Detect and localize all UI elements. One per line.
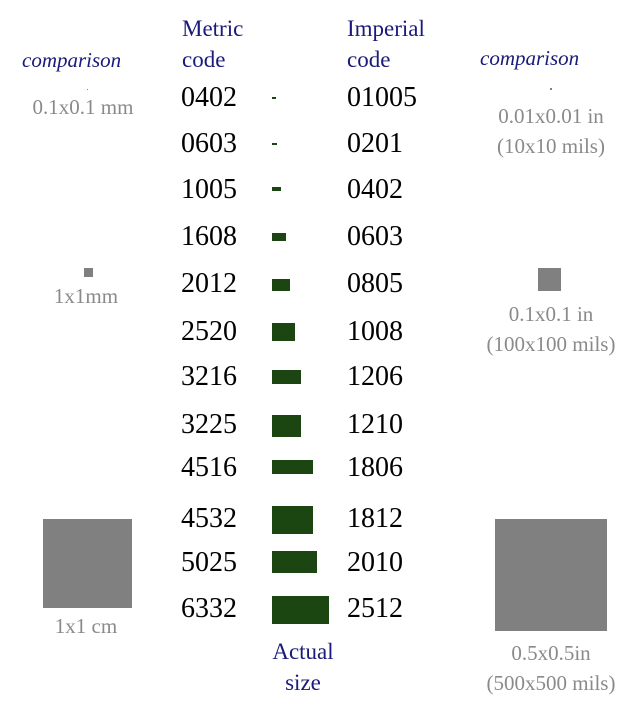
metric-code: 0603 xyxy=(181,128,237,159)
actual-size-line1: Actual xyxy=(272,639,334,664)
actual-size-bar xyxy=(272,595,329,625)
comparison-label-1cm: 1x1 cm xyxy=(0,614,172,639)
imperial-code-header: Imperial code xyxy=(347,13,425,75)
comparison-label-line: 0.5x0.5in xyxy=(511,641,591,665)
metric-code: 6332 xyxy=(181,593,237,624)
comparison-label-line: (100x100 mils) xyxy=(486,332,616,356)
comparison-label-line: (10x10 mils) xyxy=(497,134,605,158)
imperial-code: 0603 xyxy=(347,221,403,252)
comparison-label-0-1mm: 0.1x0.1 mm xyxy=(0,95,166,120)
actual-size-bar xyxy=(272,233,287,241)
comparison-label-0-1in: 0.1x0.1 in (100x100 mils) xyxy=(466,299,636,359)
imperial-header-line2: code xyxy=(347,47,391,72)
metric-code: 4532 xyxy=(181,503,237,534)
metric-code: 4516 xyxy=(181,452,237,483)
comparison-label-0-01in: 0.01x0.01 in (10x10 mils) xyxy=(466,101,636,161)
metric-code: 5025 xyxy=(181,547,237,578)
imperial-code: 0201 xyxy=(347,128,403,159)
imperial-code: 0402 xyxy=(347,174,403,205)
comparison-label-1mm: 1x1mm xyxy=(0,284,172,309)
imperial-code: 2010 xyxy=(347,547,403,578)
imperial-code: 2512 xyxy=(347,593,403,624)
comparison-label-line: 0.1x0.1 in xyxy=(508,302,594,326)
imperial-code: 0805 xyxy=(347,268,403,299)
actual-size-bar xyxy=(272,142,278,146)
actual-size-bar xyxy=(272,186,281,192)
imperial-code: 01005 xyxy=(347,82,417,113)
actual-size-bar xyxy=(272,323,295,341)
imperial-code: 1806 xyxy=(347,452,403,483)
metric-code: 2520 xyxy=(181,316,237,347)
actual-size-bar xyxy=(272,459,313,475)
metric-code: 3216 xyxy=(181,361,237,392)
comparison-label-0-5in: 0.5x0.5in (500x500 mils) xyxy=(466,638,636,698)
comparison-label-line: 1x1 cm xyxy=(54,614,118,638)
imperial-header-line1: Imperial xyxy=(347,16,425,41)
comparison-square-1cm xyxy=(43,519,132,608)
comparison-square-0-5in xyxy=(495,519,607,631)
comparison-right-heading: comparison xyxy=(480,46,580,70)
comparison-square-0-1mm xyxy=(87,89,88,90)
imperial-code: 1008 xyxy=(347,316,403,347)
actual-size-line2: size xyxy=(285,670,321,695)
actual-size-bar xyxy=(272,505,313,535)
comparison-left-heading: comparison xyxy=(22,48,122,72)
metric-code: 3225 xyxy=(181,409,237,440)
actual-size-bar xyxy=(272,279,290,291)
comparison-label-line: 0.01x0.01 in xyxy=(498,104,604,128)
imperial-code: 1206 xyxy=(347,361,403,392)
comparison-square-0-01in xyxy=(550,88,552,90)
actual-size-bar xyxy=(272,97,276,99)
metric-code: 1608 xyxy=(181,221,237,252)
metric-code: 1005 xyxy=(181,174,237,205)
comparison-label-line: 1x1mm xyxy=(53,284,119,308)
metric-header-line2: code xyxy=(182,47,226,72)
metric-code-header: Metric code xyxy=(182,13,243,75)
comparison-label-line: (500x500 mils) xyxy=(486,671,616,695)
comparison-square-0-1in xyxy=(538,268,561,291)
metric-code: 2012 xyxy=(181,268,237,299)
imperial-code: 1210 xyxy=(347,409,403,440)
metric-header-line1: Metric xyxy=(182,16,244,41)
metric-code: 0402 xyxy=(181,82,237,113)
actual-size-bar xyxy=(272,414,301,438)
comparison-square-1mm xyxy=(84,268,93,277)
actual-size-label: Actual size xyxy=(262,636,344,698)
actual-size-bar xyxy=(272,369,301,385)
actual-size-bar xyxy=(272,550,317,574)
imperial-code: 1812 xyxy=(347,503,403,534)
comparison-label-line: 0.1x0.1 mm xyxy=(32,95,134,119)
